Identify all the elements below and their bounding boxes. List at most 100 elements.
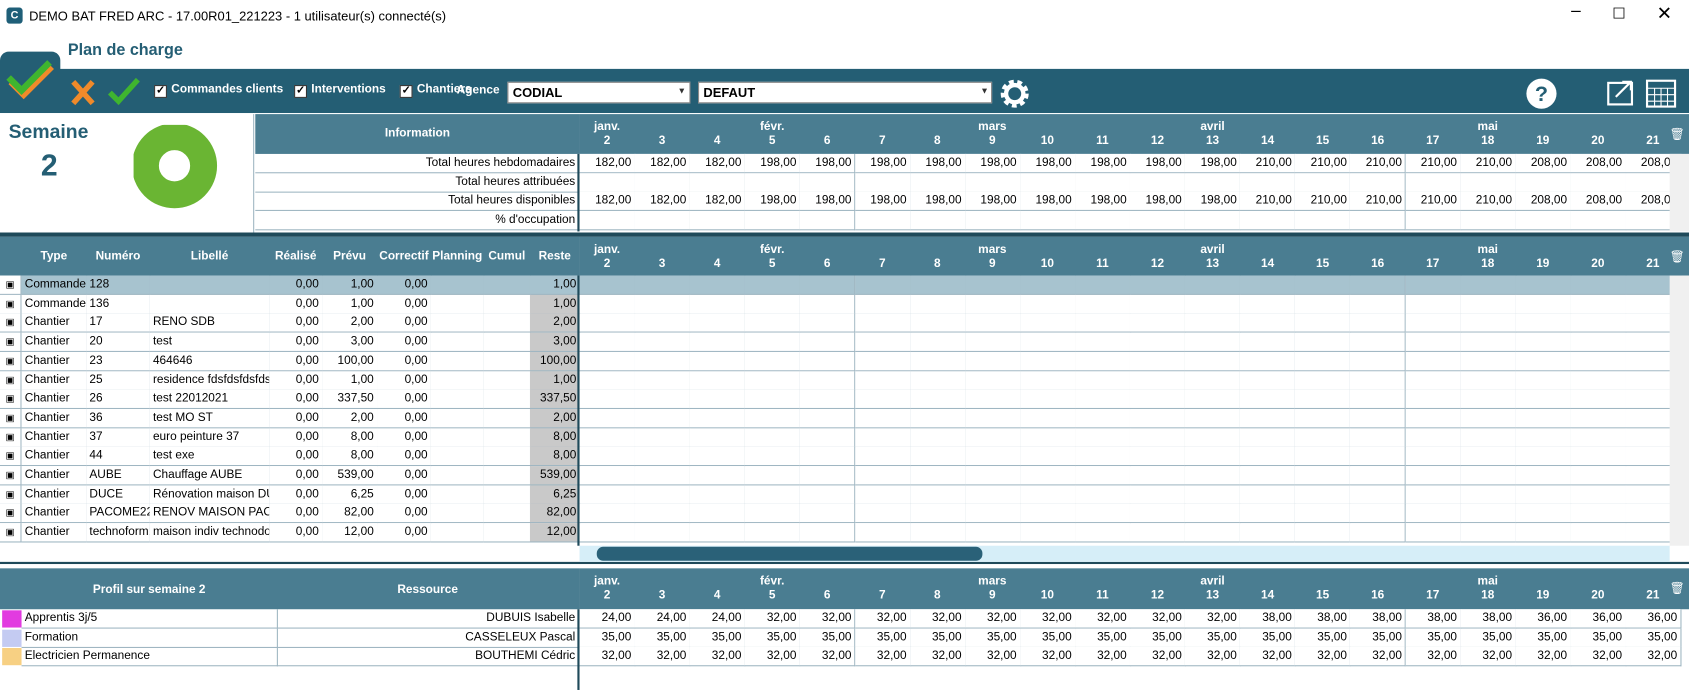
week-cell xyxy=(1570,294,1627,314)
grid-cell xyxy=(430,294,485,314)
column-header[interactable]: Cumul xyxy=(488,249,526,263)
grid-cell: 25 xyxy=(86,370,151,391)
week-cell xyxy=(1295,172,1352,193)
week-label: 7 xyxy=(878,134,886,148)
row-icon: ▣ xyxy=(0,447,22,467)
week-cell xyxy=(744,210,801,231)
week-cell: 38,00 xyxy=(1295,609,1352,629)
grid-cell: Chantier xyxy=(21,313,88,334)
week-cell xyxy=(1515,485,1572,505)
checkbox[interactable]: ✓ xyxy=(399,85,413,98)
checkbox[interactable]: ✓ xyxy=(294,85,308,98)
settings-button[interactable] xyxy=(999,78,1031,110)
scrollbar-thumb[interactable] xyxy=(596,546,983,561)
week-cell xyxy=(1185,275,1242,295)
row-icon: ▣ xyxy=(0,313,22,334)
week-cell xyxy=(1019,294,1077,314)
profil-dropdown[interactable]: DEFAUT xyxy=(698,81,993,104)
week-cell xyxy=(909,210,966,231)
month-label: avril xyxy=(1200,120,1225,134)
cancel-icon[interactable] xyxy=(71,80,95,106)
ok-icon[interactable] xyxy=(107,77,140,106)
grid-cell: 1,00 xyxy=(529,275,581,295)
week-cell xyxy=(854,210,911,231)
week-cell: 198,00 xyxy=(1019,191,1077,212)
column-header[interactable]: Reste xyxy=(538,249,571,263)
week-cell xyxy=(909,172,966,193)
week-cell xyxy=(579,332,636,353)
week-cell xyxy=(1460,485,1517,505)
week-cell xyxy=(1185,408,1242,429)
grid-cell: 1,00 xyxy=(322,294,379,314)
profile-cell: Formation xyxy=(21,628,278,648)
grid-cell xyxy=(483,523,532,543)
grid-cell xyxy=(483,332,532,353)
vertical-scrollbar[interactable] xyxy=(1669,275,1689,546)
column-divider xyxy=(577,609,580,690)
resource-cell: BOUTHEMI Cédric xyxy=(276,647,580,667)
week-cell: 32,00 xyxy=(1405,647,1462,667)
minimize-button[interactable]: – xyxy=(1571,2,1581,21)
week-cell: 210,00 xyxy=(1350,153,1407,174)
week-cell xyxy=(1240,370,1297,391)
column-header[interactable]: Type xyxy=(40,249,68,263)
week-cell xyxy=(1460,351,1517,372)
week-label: 20 xyxy=(1591,588,1605,602)
vertical-scrollbar[interactable] xyxy=(1669,153,1689,232)
week-label: 12 xyxy=(1150,134,1165,148)
week-label: 16 xyxy=(1371,257,1385,271)
grid-cell xyxy=(430,485,485,505)
maximize-button[interactable]: ☐ xyxy=(1612,4,1626,22)
week-label: 19 xyxy=(1536,257,1550,271)
week-cell: 32,00 xyxy=(1570,647,1627,667)
week-cell: 35,00 xyxy=(1350,628,1407,648)
column-header[interactable]: Correctif xyxy=(379,249,429,263)
week-cell xyxy=(1074,370,1132,391)
week-cell xyxy=(689,351,746,372)
week-cell: 35,00 xyxy=(1129,628,1187,648)
week-cell: 32,00 xyxy=(1129,609,1187,629)
week-cell: 208,00 xyxy=(1515,191,1572,212)
month-label: mars xyxy=(978,574,1007,588)
horizontal-scrollbar[interactable] xyxy=(579,545,1670,562)
grid-cell: Chantier xyxy=(21,447,88,467)
grid-cell: 0,00 xyxy=(377,313,432,334)
column-header[interactable]: Planning xyxy=(432,249,483,263)
week-label: 17 xyxy=(1426,134,1440,148)
week-cell xyxy=(1515,389,1572,410)
week-cell xyxy=(1570,504,1627,524)
export-button[interactable] xyxy=(1605,78,1637,110)
close-button[interactable]: ✕ xyxy=(1656,3,1672,24)
help-button[interactable]: ? xyxy=(1524,76,1558,110)
column-header[interactable]: Réalisé xyxy=(274,249,317,263)
week-cell: 32,00 xyxy=(854,647,911,667)
filter-checkboxes: ✓ Commandes clients ✓ Interventions ✓ Chantie… xyxy=(154,82,504,101)
week-cell xyxy=(634,370,691,391)
week-cell xyxy=(1295,504,1352,524)
calendar-button[interactable] xyxy=(1645,78,1677,110)
agence-dropdown[interactable]: CODIAL xyxy=(507,81,691,104)
week-cell: 35,00 xyxy=(1515,628,1572,648)
column-header[interactable]: Libellé xyxy=(190,249,229,263)
column-header[interactable]: Prévu xyxy=(333,249,367,263)
week-cell xyxy=(1515,313,1572,334)
week-cell xyxy=(1570,210,1627,231)
checkbox[interactable]: ✓ xyxy=(154,85,167,98)
week-cell xyxy=(689,294,746,314)
week-cell xyxy=(1405,294,1462,314)
profile-color xyxy=(2,648,22,666)
week-cell xyxy=(1185,466,1242,486)
week-cell xyxy=(854,370,911,391)
week-cell xyxy=(799,523,856,543)
column-header[interactable]: Ressource xyxy=(397,583,458,597)
week-cell xyxy=(1129,389,1187,410)
week-cell xyxy=(1129,504,1187,524)
column-header[interactable]: Profil sur semaine 2 xyxy=(92,583,206,597)
week-cell xyxy=(1295,485,1352,505)
column-header[interactable]: Numéro xyxy=(95,249,141,263)
week-cell xyxy=(964,523,1021,543)
window-title: DEMO BAT FRED ARC - 17.00R01_221223 - 1 … xyxy=(29,8,447,24)
week-label: 12 xyxy=(1150,257,1165,271)
week-cell xyxy=(1405,447,1462,467)
week-cell xyxy=(1515,351,1572,372)
